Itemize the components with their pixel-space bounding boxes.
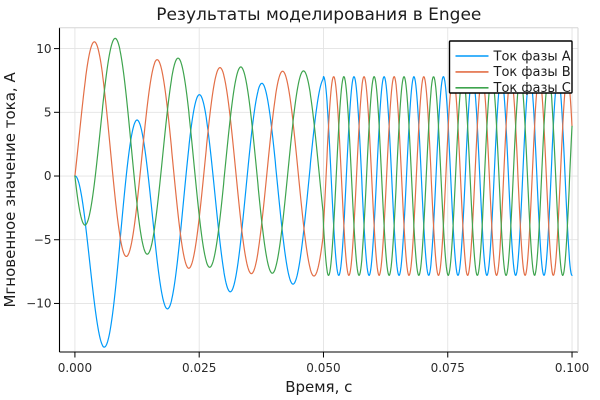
legend-entry-label: Ток фазы C [493, 81, 571, 96]
y-tick-label: −10 [26, 297, 51, 311]
tick-labels: 0.000 0.025 0.050 0.075 0.100 10 5 0 −5 −10 [26, 42, 589, 375]
y-tick-label: −5 [34, 233, 52, 247]
tick-marks [54, 48, 573, 358]
grid-lines [59, 27, 578, 352]
y-tick-label: 0 [44, 169, 52, 183]
chart-title: Результаты моделирования в Engee [156, 5, 481, 25]
y-tick-label: 5 [44, 106, 52, 120]
y-tick-label: 10 [36, 42, 51, 56]
x-axis-label: Время, с [285, 378, 352, 396]
x-tick-label: 0.100 [555, 361, 589, 375]
series-line-1 [74, 75, 573, 348]
legend-box [448, 40, 573, 94]
x-tick-label: 0.050 [306, 361, 340, 375]
x-tick-label: 0.075 [431, 361, 465, 375]
x-tick-label: 0.000 [58, 361, 92, 375]
legend-entry-label: Ток фазы B [493, 65, 571, 80]
legend-entry-label: Ток фазы A [493, 49, 571, 64]
axes [58, 27, 579, 353]
x-tick-label: 0.025 [182, 361, 216, 375]
y-axis-label: Мгновенное значение тока, А [1, 72, 19, 308]
